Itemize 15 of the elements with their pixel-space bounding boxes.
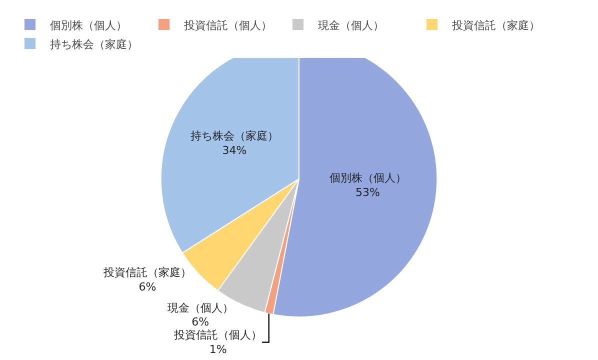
slice-label: 個別株（個人） — [329, 172, 406, 185]
data-label: 34% — [222, 144, 247, 158]
legend-label: 投資信託（家庭） — [451, 18, 540, 32]
slice-label: 持ち株会（家庭） — [190, 130, 278, 143]
slice-label: 投資信託（家庭） — [102, 266, 192, 280]
data-label: 1% — [209, 342, 227, 356]
legend-label: 個別株（個人） — [50, 18, 127, 32]
slice-label: 現金（個人） — [167, 301, 234, 314]
legend-label: 現金（個人） — [318, 18, 384, 32]
data-label: 53% — [356, 186, 380, 199]
legend-label: 持ち株会（家庭） — [50, 38, 138, 51]
slice-label: 投資信託（個人） — [173, 328, 262, 342]
data-label: 6% — [192, 316, 210, 329]
data-label: 6% — [138, 280, 156, 294]
legend-label: 投資信託（個人） — [183, 18, 272, 32]
